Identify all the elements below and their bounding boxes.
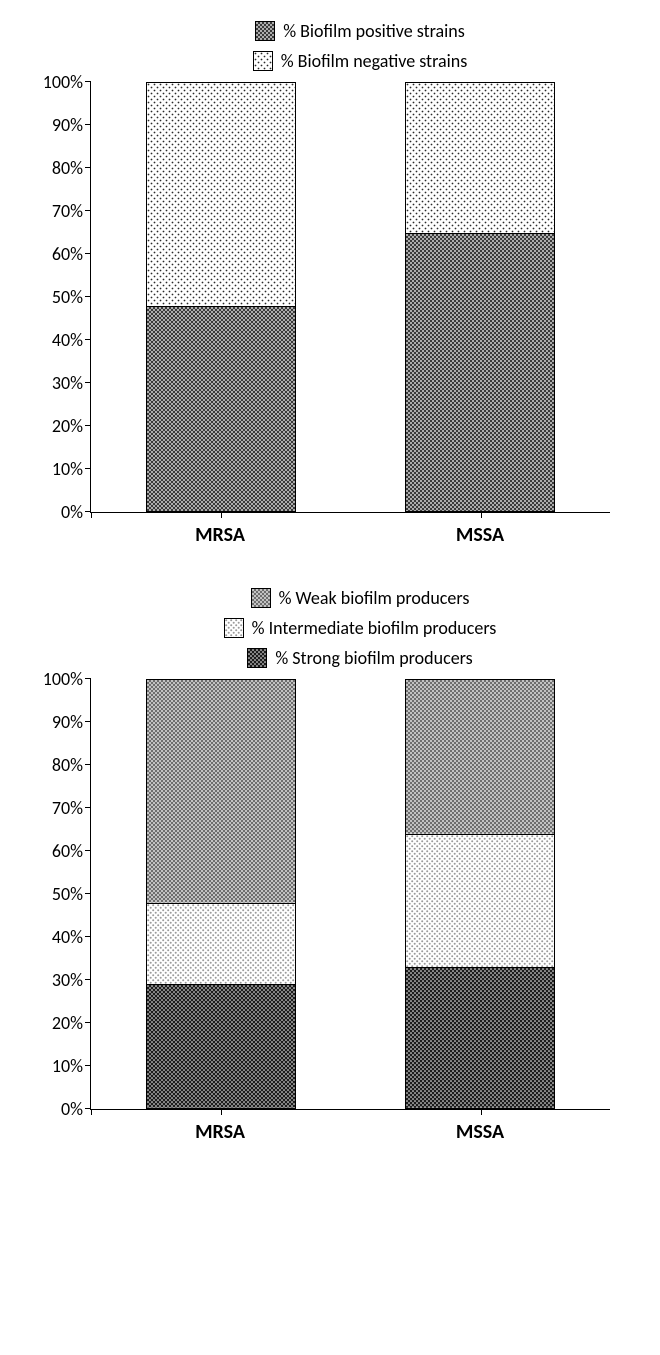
y-tick-label: 90% (52, 114, 91, 136)
legend-label: % Strong biofilm producers (275, 647, 472, 669)
chart2: % Weak biofilm producers % Intermediate b… (20, 587, 640, 1144)
segment-intermediate (146, 903, 296, 985)
legend-swatch (247, 648, 267, 668)
y-tick-label: 40% (52, 926, 91, 948)
segment-positive (146, 306, 296, 512)
legend-swatch (224, 618, 244, 638)
legend-swatch (253, 51, 273, 71)
y-tick-label: 70% (52, 797, 91, 819)
chart1-plot: 0%10%20%30%40%50%60%70%80%90%100% (90, 82, 610, 513)
bar-MRSA (146, 82, 296, 512)
x-tick-mark (91, 1109, 92, 1115)
chart1-chart-area: 0%10%20%30%40%50%60%70%80%90%100% MRSA MSS… (90, 82, 610, 547)
legend-swatch (255, 21, 275, 41)
y-tick-label: 50% (52, 286, 91, 308)
y-tick-label: 100% (43, 71, 91, 93)
y-tick-label: 0% (61, 1098, 91, 1120)
chart1-legend-item: % Biofilm positive strains (255, 20, 465, 42)
y-tick-label: 60% (52, 243, 91, 265)
chart2-x-labels: MRSA MSSA (90, 1120, 610, 1144)
legend-label: % Weak biofilm producers (279, 587, 470, 609)
y-tick-label: 80% (52, 754, 91, 776)
y-tick-label: 70% (52, 200, 91, 222)
y-tick-label: 100% (43, 668, 91, 690)
legend-swatch (251, 588, 271, 608)
y-tick-label: 30% (52, 372, 91, 394)
chart2-bars (91, 679, 610, 1109)
segment-intermediate (405, 834, 555, 967)
y-tick-label: 10% (52, 458, 91, 480)
chart2-legend-item: % Intermediate biofilm producers (224, 617, 497, 639)
chart2-chart-area: 0%10%20%30%40%50%60%70%80%90%100% MRSA MSS… (90, 679, 610, 1144)
y-tick-label: 80% (52, 157, 91, 179)
segment-negative (405, 82, 555, 233)
legend-label: % Intermediate biofilm producers (252, 617, 497, 639)
x-tick-mark (221, 1109, 222, 1115)
chart1-legend: % Biofilm positive strains % Biofilm nega… (80, 20, 640, 72)
y-tick-label: 0% (61, 501, 91, 523)
chart1-bars (91, 82, 610, 512)
x-label: MRSA (145, 1120, 295, 1144)
y-tick-label: 60% (52, 840, 91, 862)
segment-strong (146, 984, 296, 1109)
x-tick-mark (221, 512, 222, 518)
y-tick-label: 20% (52, 1012, 91, 1034)
chart1-legend-item: % Biofilm negative strains (253, 50, 468, 72)
legend-label: % Biofilm positive strains (283, 20, 465, 42)
bar-MSSA (405, 82, 555, 512)
x-tick-mark (91, 512, 92, 518)
segment-strong (405, 967, 555, 1109)
chart2-plot: 0%10%20%30%40%50%60%70%80%90%100% (90, 679, 610, 1110)
chart2-legend: % Weak biofilm producers % Intermediate b… (80, 587, 640, 669)
bar-MSSA (405, 679, 555, 1109)
chart2-legend-item: % Weak biofilm producers (251, 587, 470, 609)
x-tick-mark (481, 1109, 482, 1115)
segment-positive (405, 233, 555, 513)
x-label: MSSA (405, 1120, 555, 1144)
y-tick-label: 40% (52, 329, 91, 351)
y-tick-label: 50% (52, 883, 91, 905)
segment-weak (405, 679, 555, 834)
legend-label: % Biofilm negative strains (281, 50, 468, 72)
y-tick-label: 10% (52, 1055, 91, 1077)
segment-negative (146, 82, 296, 306)
x-label: MSSA (405, 523, 555, 547)
bar-MRSA (146, 679, 296, 1109)
segment-weak (146, 679, 296, 903)
chart1: % Biofilm positive strains % Biofilm nega… (20, 20, 640, 547)
y-tick-label: 90% (52, 711, 91, 733)
y-tick-label: 20% (52, 415, 91, 437)
y-tick-label: 30% (52, 969, 91, 991)
chart1-x-labels: MRSA MSSA (90, 523, 610, 547)
chart2-legend-item: % Strong biofilm producers (247, 647, 472, 669)
x-tick-mark (481, 512, 482, 518)
x-label: MRSA (145, 523, 295, 547)
